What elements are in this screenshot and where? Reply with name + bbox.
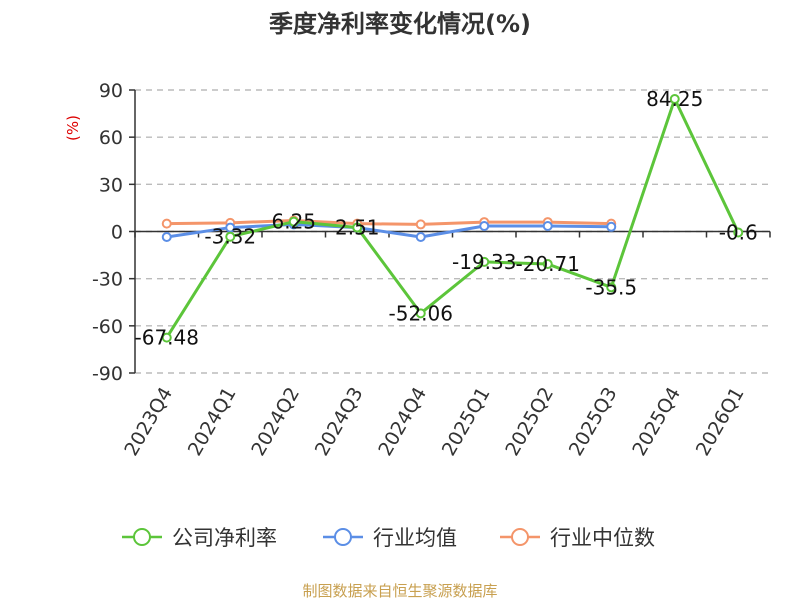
data-point — [606, 282, 617, 293]
legend: 公司净利率 行业均值 行业中位数 — [122, 526, 655, 550]
data-point — [542, 259, 553, 270]
x-tick-label: 2024Q3 — [311, 384, 368, 460]
data-labels: -67.48 -3.32 6.25 2.51 -52.06 -19.33 -20.71-35… — [135, 87, 758, 350]
legend-marker — [334, 528, 352, 546]
y-tick-label: -30 — [92, 269, 123, 291]
x-tick-label: 2025Q4 — [628, 384, 685, 460]
series-line — [166, 222, 612, 239]
data-label: -0.6 — [719, 220, 758, 244]
legend-marker — [511, 528, 529, 546]
y-tick-label: 60 — [99, 127, 123, 149]
data-point — [669, 94, 680, 105]
data-label: 6.25 — [271, 210, 316, 234]
data-point — [288, 216, 299, 227]
legend-marker — [133, 528, 151, 546]
x-tick-label: 2025Q2 — [501, 384, 558, 460]
data-point — [161, 218, 172, 229]
series-line — [165, 97, 740, 339]
x-tick-label: 2023Q4 — [120, 384, 177, 460]
series-layer — [161, 94, 744, 343]
y-tick-label: 90 — [99, 80, 123, 102]
x-tick-label: 2024Q1 — [184, 384, 241, 460]
data-label: 84.25 — [646, 87, 703, 111]
data-point — [479, 256, 490, 267]
y-tick-label: 0 — [111, 222, 123, 244]
data-label: 2.51 — [335, 216, 380, 240]
data-point — [225, 222, 236, 233]
legend-label: 行业中位数 — [550, 526, 655, 550]
legend-item[interactable]: 公司净利率 — [122, 526, 277, 550]
y-tick-label: 30 — [99, 174, 123, 196]
series-line — [166, 218, 612, 226]
y-unit-label: (%) — [64, 115, 82, 141]
data-label: -35.5 — [585, 275, 637, 299]
data-label: -20.71 — [516, 252, 580, 276]
data-point — [352, 222, 363, 233]
legend-item[interactable]: 行业均值 — [323, 526, 457, 550]
data-point — [161, 332, 172, 343]
data-point — [225, 231, 236, 242]
data-point — [606, 221, 617, 232]
x-tick-label: 2024Q4 — [374, 384, 431, 460]
y-tick-label: -90 — [92, 363, 123, 385]
data-label: -67.48 — [135, 326, 199, 350]
data-label: -19.33 — [452, 250, 516, 274]
x-tick-label: 2025Q3 — [565, 384, 622, 460]
chart-title: 季度净利率变化情况(%) — [269, 10, 531, 38]
data-point — [415, 308, 426, 319]
data-point — [479, 220, 490, 231]
data-point — [733, 227, 744, 238]
series-0 — [161, 94, 744, 343]
x-tick-label: 2025Q1 — [438, 384, 495, 460]
data-label: -52.06 — [389, 301, 453, 325]
x-tick-label: 2026Q1 — [692, 384, 749, 460]
legend-label: 行业均值 — [373, 526, 457, 550]
source-note: 制图数据来自恒生聚源数据库 — [302, 582, 497, 600]
data-point — [542, 220, 553, 231]
data-point — [415, 219, 426, 230]
x-tick-label: 2024Q2 — [247, 384, 304, 460]
data-label: -3.32 — [204, 225, 256, 249]
y-tick-label: -60 — [92, 316, 123, 338]
legend-label: 公司净利率 — [172, 526, 277, 550]
data-point — [415, 232, 426, 243]
data-point — [161, 232, 172, 243]
legend-item[interactable]: 行业中位数 — [500, 526, 655, 550]
